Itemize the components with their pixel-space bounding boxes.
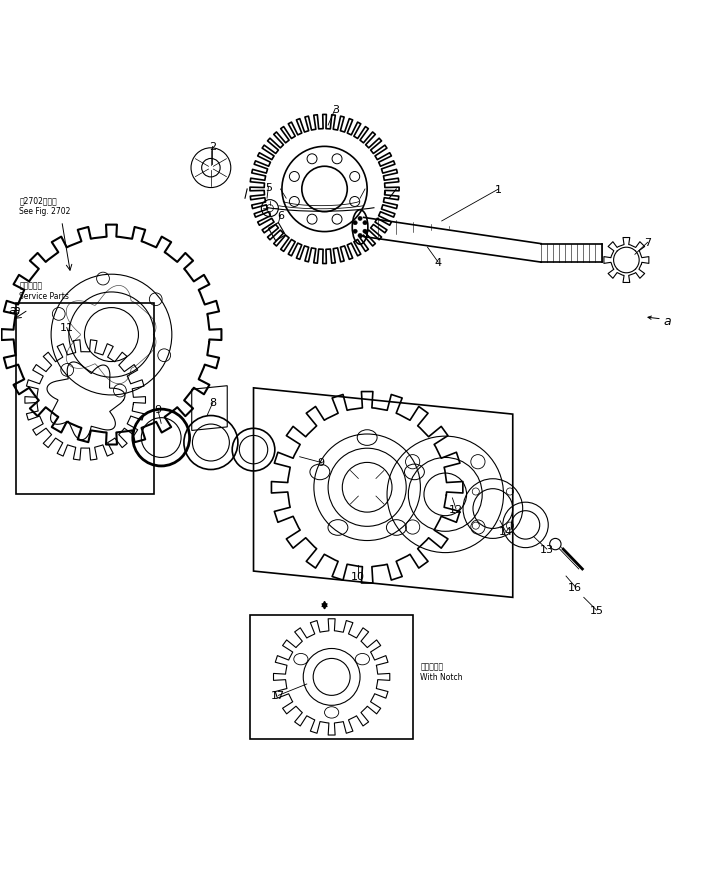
Text: 13: 13 [540, 545, 554, 554]
Text: 12: 12 [449, 504, 463, 514]
Text: 6: 6 [277, 211, 284, 221]
Circle shape [353, 222, 357, 226]
Circle shape [353, 229, 357, 234]
Text: 8: 8 [210, 398, 217, 408]
Circle shape [358, 217, 362, 222]
Text: まり決き付
With Notch: まり決き付 With Notch [421, 661, 463, 681]
Bar [269, 223, 285, 242]
Text: 9: 9 [317, 458, 324, 468]
Text: a: a [12, 304, 20, 317]
Text: 5: 5 [265, 182, 272, 193]
Text: 10: 10 [351, 572, 365, 581]
Text: 7: 7 [644, 238, 651, 248]
Circle shape [363, 229, 367, 234]
Text: 11: 11 [60, 323, 73, 333]
Text: 》供給専用
Service Parts: 》供給専用 Service Parts [19, 281, 69, 301]
Circle shape [363, 222, 367, 226]
Text: a: a [9, 304, 16, 317]
Text: 17: 17 [272, 691, 285, 700]
Text: 15: 15 [590, 606, 604, 615]
Text: a: a [663, 315, 671, 328]
Text: 9: 9 [154, 405, 161, 415]
Bar [16, 303, 154, 494]
Text: 1: 1 [495, 185, 502, 195]
Bar [250, 615, 414, 740]
Text: 3: 3 [332, 104, 339, 115]
Text: 2: 2 [209, 142, 216, 151]
Circle shape [358, 234, 362, 238]
Text: 第2702図参照
See Fig. 2702: 第2702図参照 See Fig. 2702 [19, 196, 71, 216]
Text: 16: 16 [568, 582, 583, 592]
Text: 14: 14 [498, 527, 513, 537]
Text: 4: 4 [435, 258, 442, 268]
